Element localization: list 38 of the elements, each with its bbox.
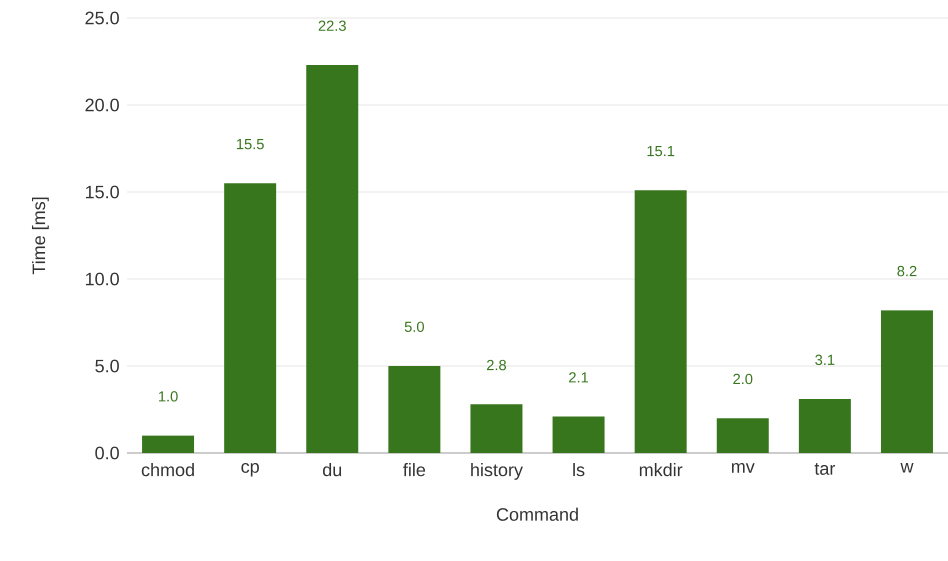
bar bbox=[224, 183, 276, 453]
y-tick-label: 0.0 bbox=[95, 446, 119, 460]
bar bbox=[470, 404, 522, 453]
data-label: 3.1 bbox=[815, 354, 834, 366]
y-axis-title: Time [ms] bbox=[32, 198, 49, 274]
data-label: 22.3 bbox=[318, 20, 346, 31]
x-tick-label: history bbox=[471, 463, 523, 480]
x-tick-label: du bbox=[323, 463, 342, 476]
x-tick-label: mkdir bbox=[640, 463, 682, 476]
bar bbox=[388, 366, 440, 453]
data-label: 2.1 bbox=[569, 372, 588, 382]
y-tick-label: 10.0 bbox=[86, 272, 119, 286]
data-label: 2.8 bbox=[487, 360, 506, 370]
bar bbox=[306, 64, 358, 453]
bar bbox=[552, 416, 605, 453]
bar bbox=[880, 310, 933, 453]
x-tick-label: cp bbox=[241, 463, 259, 476]
x-tick-label: ls bbox=[573, 463, 584, 476]
x-tick-label: tar bbox=[814, 463, 836, 475]
y-tick-label: 15.0 bbox=[86, 186, 119, 198]
data-label: 15.1 bbox=[648, 146, 674, 156]
y-tick-label: 5.0 bbox=[95, 360, 119, 372]
y-tick-label: 25.0 bbox=[85, 12, 119, 24]
data-label: 5.0 bbox=[404, 322, 424, 332]
data-label: 1.0 bbox=[158, 391, 178, 402]
data-label: 15.5 bbox=[236, 139, 264, 150]
x-axis-title: Command bbox=[496, 508, 578, 521]
bar bbox=[798, 399, 851, 453]
y-tick-label: 20.0 bbox=[85, 98, 119, 112]
bar bbox=[716, 418, 769, 453]
data-label: 2.0 bbox=[733, 374, 752, 384]
bar bbox=[142, 436, 194, 453]
x-tick-label: w bbox=[900, 463, 914, 473]
x-tick-label: file bbox=[403, 463, 426, 476]
x-tick-label: mv bbox=[732, 463, 755, 473]
x-tick-label: chmod bbox=[142, 463, 194, 476]
data-label: 8.2 bbox=[897, 266, 916, 276]
bar bbox=[634, 190, 687, 453]
